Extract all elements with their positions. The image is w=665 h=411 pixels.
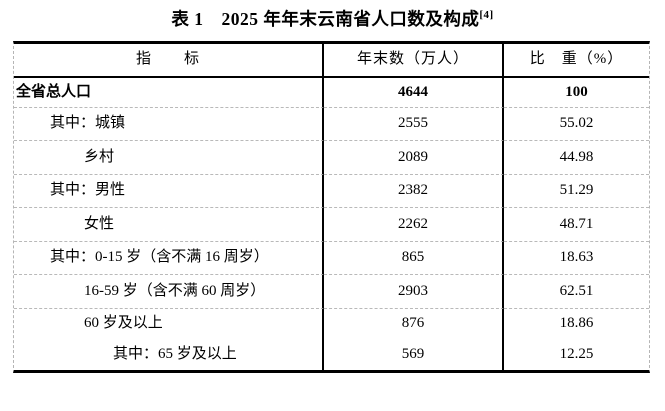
share-value-cell: 55.02	[504, 108, 649, 141]
share-value-cell: 12.25	[559, 345, 594, 362]
population-table: 指 标 年末数（万人） 比 重（%） 全省总人口 4644 100 其中：城镇 2555…	[13, 41, 650, 373]
share-value-cell: 100	[504, 78, 649, 108]
indicator-cell: 60 岁及以上	[14, 308, 324, 339]
share-value-cell: 18.86	[559, 315, 594, 332]
share-value-cell: 51.29	[504, 175, 649, 208]
yearend-value-cell: 876	[324, 308, 504, 339]
table-row: 其中：0-15 岁（含不满 16 周岁） 865 18.63	[14, 241, 649, 275]
share-value-cell: 62.51	[504, 275, 649, 309]
yearend-value-cell: 2089	[324, 141, 504, 175]
share-value-cell: 44.98	[504, 141, 649, 175]
yearend-value-cell: 4644	[324, 77, 504, 108]
share-value-cell: 18.63	[504, 242, 649, 275]
yearend-value-cell: 865	[324, 241, 504, 275]
indicator-cell: 女性	[14, 208, 324, 242]
table-row: 16-59 岁（含不满 60 周岁） 2903 62.51	[14, 275, 649, 309]
header-yearend: 年末数（万人）	[324, 44, 504, 78]
yearend-value-cell: 2382	[324, 174, 504, 208]
indicator-cell: 乡村	[14, 141, 324, 175]
table-row: 其中：男性 2382 51.29	[14, 174, 649, 208]
table-row: 女性 2262 48.71	[14, 208, 649, 242]
indicator-cell: 其中：男性	[14, 174, 324, 208]
yearend-value-cell: 569	[324, 339, 504, 370]
indicator-cell: 16-59 岁（含不满 60 周岁）	[14, 275, 324, 309]
indicator-cell: 其中：65 岁及以上	[14, 339, 324, 370]
yearend-value-cell: 2555	[324, 107, 504, 141]
footnote-reference: [4]	[479, 9, 494, 22]
table-row: 其中：65 岁及以上 569 12.25	[14, 339, 649, 370]
indicator-cell: 其中：城镇	[14, 107, 324, 141]
table-row: 其中：城镇 2555 55.02	[14, 107, 649, 141]
table-row: 全省总人口 4644 100	[14, 77, 649, 108]
yearend-value-cell: 2262	[324, 208, 504, 242]
table-caption-text: 表 1 2025 年年末云南省人口数及构成	[171, 9, 480, 29]
yearend-value-cell: 2903	[324, 275, 504, 309]
table-row: 乡村 2089 44.98	[14, 141, 649, 175]
header-share: 比 重（%）	[504, 44, 649, 78]
header-indicator: 指 标	[14, 44, 324, 78]
indicator-cell: 全省总人口	[14, 77, 324, 108]
table-header-row: 指 标 年末数（万人） 比 重（%）	[14, 44, 649, 78]
table-caption: 表 1 2025 年年末云南省人口数及构成[4]	[0, 6, 665, 31]
table-row: 60 岁及以上 876 18.86	[14, 308, 649, 339]
indicator-cell: 其中：0-15 岁（含不满 16 周岁）	[14, 241, 324, 275]
table-body: 全省总人口 4644 100 其中：城镇 2555 55.02 乡村 2089 44.98 其中：…	[14, 77, 649, 370]
share-value-cell: 48.71	[504, 208, 649, 242]
